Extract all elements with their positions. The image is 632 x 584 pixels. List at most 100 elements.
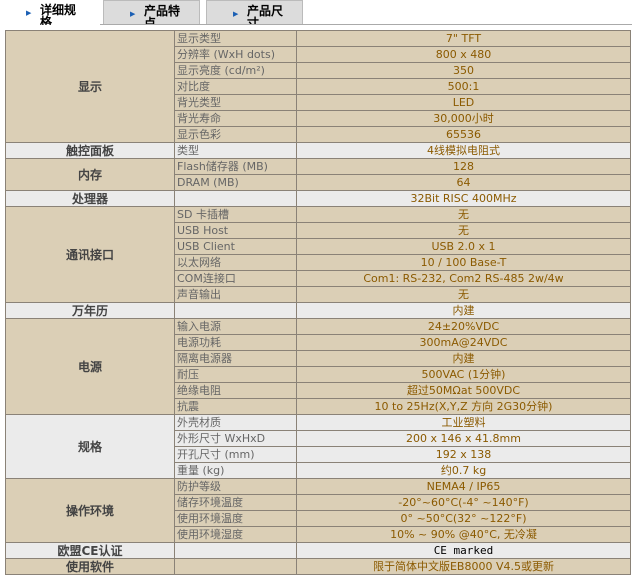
spec-value: 无 bbox=[296, 222, 631, 239]
spec-value: 800 x 480 bbox=[296, 46, 631, 63]
table-row: 处理器 32Bit RISC 400MHz bbox=[5, 190, 631, 207]
spec-value: 内建 bbox=[296, 350, 631, 367]
spec-key: 显示类型 bbox=[174, 30, 297, 47]
tab-specifications[interactable]: ▶ 详细规格 bbox=[26, 3, 77, 25]
table-row: 对比度 500:1 bbox=[6, 78, 631, 95]
arrow-icon: ▶ bbox=[130, 10, 136, 18]
spec-value: 192 x 138 bbox=[296, 446, 631, 463]
spec-key: 显示色彩 bbox=[174, 126, 297, 143]
spec-key: 对比度 bbox=[174, 78, 297, 95]
spec-key: 以太网络 bbox=[174, 254, 297, 271]
spec-key: 抗震 bbox=[174, 398, 297, 415]
group-label: 操作环境 bbox=[5, 478, 175, 543]
spec-key: USB Client bbox=[174, 238, 297, 255]
table-row: 电源 输入电源 24±20%VDC bbox=[5, 318, 631, 415]
arrow-icon: ▶ bbox=[233, 10, 239, 18]
spec-key: 输入电源 bbox=[174, 318, 297, 335]
spec-key: 使用环境温度 bbox=[174, 510, 297, 527]
spec-key: 背光类型 bbox=[174, 94, 297, 111]
spec-value: 350 bbox=[296, 62, 631, 79]
tab-dimensions[interactable]: ▶ 产品尺寸 bbox=[206, 0, 303, 25]
spec-key: 防护等级 bbox=[174, 478, 297, 495]
table-row: 触控面板 类型 4线模拟电阻式 bbox=[5, 142, 631, 159]
table-row: 规格 外壳材质 工业塑料 bbox=[5, 414, 631, 479]
spec-value: 64 bbox=[296, 174, 631, 191]
spec-value: NEMA4 / IP65 bbox=[296, 478, 631, 495]
group-label: 电源 bbox=[5, 318, 175, 415]
table-row: 操作环境 防护等级 NEMA4 / IP65 bbox=[5, 478, 631, 543]
spec-key: 背光寿命 bbox=[174, 110, 297, 127]
group-label: 规格 bbox=[5, 414, 175, 479]
spec-value: Com1: RS-232, Com2 RS-485 2w/4w bbox=[296, 270, 631, 287]
spec-key: 重量 (kg) bbox=[174, 462, 297, 479]
table-row: 声音输出无 bbox=[6, 286, 631, 303]
spec-key: 声音输出 bbox=[174, 286, 297, 303]
tab-divider bbox=[100, 24, 632, 25]
spec-key: 开孔尺寸 (mm) bbox=[174, 446, 297, 463]
spec-table: 显示 显示类型 7" TFT 分辨率 (WxH dots) 800 x 480 显示亮度 … bbox=[5, 30, 631, 575]
table-row: 以太网络 10 / 100 Base-T bbox=[6, 254, 631, 271]
group-label: 内存 bbox=[5, 158, 175, 191]
group-label: 通讯接口 bbox=[5, 206, 175, 303]
spec-value: LED bbox=[296, 94, 631, 111]
table-row: 电源功耗 300mA@24VDC bbox=[6, 334, 631, 351]
spec-value: 10% ~ 90% @40°C, 无冷凝 bbox=[296, 526, 631, 543]
spec-key: 隔离电源器 bbox=[174, 350, 297, 367]
table-row: 欧盟CE认证 CE marked bbox=[5, 542, 631, 559]
group-label: 触控面板 bbox=[5, 142, 175, 159]
spec-key: Flash储存器 (MB) bbox=[174, 158, 297, 175]
tab-bar: ▶ 详细规格 ▶ 产品特点 ▶ 产品尺寸 bbox=[0, 0, 632, 25]
spec-value: 无 bbox=[296, 206, 631, 223]
table-row: COM连接口 Com1: RS-232, Com2 RS-485 2w/4w bbox=[6, 270, 631, 287]
spec-key: 绝缘电阻 bbox=[174, 382, 297, 399]
table-row: USB Host 无 bbox=[6, 222, 631, 239]
spec-value: 500VAC (1分钟) bbox=[296, 366, 631, 383]
spec-value: USB 2.0 x 1 bbox=[296, 238, 631, 255]
spec-key: COM连接口 bbox=[174, 270, 297, 287]
spec-value: -20°~60°C(-4° ~140°F) bbox=[296, 494, 631, 511]
table-row: 显示色彩 65536 bbox=[6, 126, 631, 143]
spec-key bbox=[174, 302, 297, 319]
spec-value: 0° ~50°C(32° ~122°F) bbox=[296, 510, 631, 527]
spec-value: 10 to 25Hz(X,Y,Z 方向 2G30分钟) bbox=[296, 398, 631, 415]
spec-value: 24±20%VDC bbox=[296, 318, 631, 335]
spec-key: 电源功耗 bbox=[174, 334, 297, 351]
spec-key: USB Host bbox=[174, 222, 297, 239]
group-label: 欧盟CE认证 bbox=[5, 542, 175, 559]
arrow-icon: ▶ bbox=[26, 9, 32, 17]
table-row: 显示 显示类型 7" TFT bbox=[5, 30, 631, 143]
spec-key: 外形尺寸 WxHxD bbox=[174, 430, 297, 447]
table-row: DRAM (MB) 64 bbox=[6, 174, 631, 191]
table-row: 抗震 10 to 25Hz(X,Y,Z 方向 2G30分钟) bbox=[6, 398, 631, 415]
spec-value: 200 x 146 x 41.8mm bbox=[296, 430, 631, 447]
group-label: 万年历 bbox=[5, 302, 175, 319]
spec-key: 类型 bbox=[174, 142, 297, 159]
table-row: 万年历 内建 bbox=[5, 302, 631, 319]
spec-value: 10 / 100 Base-T bbox=[296, 254, 631, 271]
spec-key: 耐压 bbox=[174, 366, 297, 383]
tab-features[interactable]: ▶ 产品特点 bbox=[103, 0, 200, 25]
table-row: 内存 Flash储存器 (MB) 128 bbox=[5, 158, 631, 191]
table-row: 分辨率 (WxH dots) 800 x 480 bbox=[6, 46, 631, 63]
spec-value: 工业塑料 bbox=[296, 414, 631, 431]
table-row: 耐压 500VAC (1分钟) bbox=[6, 366, 631, 383]
spec-value: CE marked bbox=[296, 542, 631, 559]
spec-value: 300mA@24VDC bbox=[296, 334, 631, 351]
spec-value: 无 bbox=[296, 286, 631, 303]
table-row: 通讯接口 SD 卡插槽无 bbox=[5, 206, 631, 303]
spec-value: 500:1 bbox=[296, 78, 631, 95]
table-row: 使用软件 限于简体中文版EB8000 V4.5或更新 bbox=[5, 558, 631, 575]
spec-key: SD 卡插槽 bbox=[174, 206, 297, 223]
spec-value: 30,000小时 bbox=[296, 110, 631, 127]
table-row: 显示亮度 (cd/m²) 350 bbox=[6, 62, 631, 79]
spec-key: DRAM (MB) bbox=[174, 174, 297, 191]
table-row: 使用环境湿度 10% ~ 90% @40°C, 无冷凝 bbox=[6, 526, 631, 543]
table-row: 外形尺寸 WxHxD 200 x 146 x 41.8mm bbox=[6, 430, 631, 447]
spec-value: 约0.7 kg bbox=[296, 462, 631, 479]
spec-value: 65536 bbox=[296, 126, 631, 143]
spec-key bbox=[174, 190, 297, 207]
spec-key: 分辨率 (WxH dots) bbox=[174, 46, 297, 63]
spec-key: 使用环境湿度 bbox=[174, 526, 297, 543]
spec-value: 7" TFT bbox=[296, 30, 631, 47]
spec-value: 内建 bbox=[296, 302, 631, 319]
